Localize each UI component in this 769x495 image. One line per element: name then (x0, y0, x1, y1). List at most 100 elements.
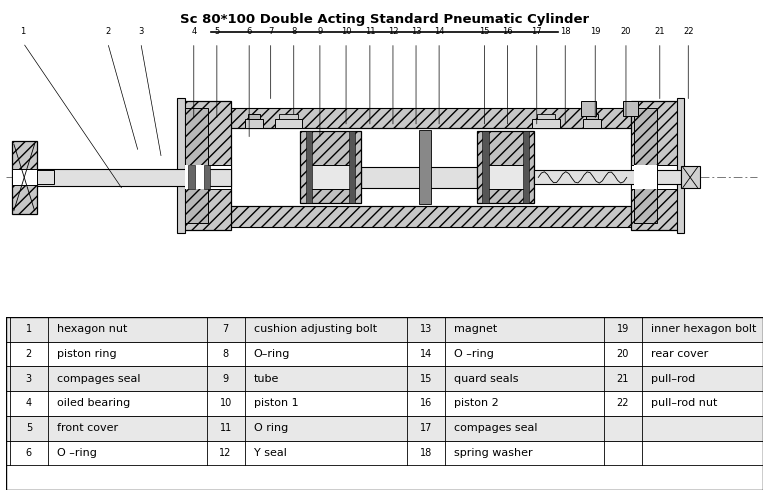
Bar (227, 108, 631, 128)
Text: pull–rod: pull–rod (651, 374, 695, 384)
Text: 17: 17 (420, 423, 432, 433)
Text: 6: 6 (247, 27, 251, 37)
Bar (349, 132, 355, 203)
Text: spring washer: spring washer (454, 448, 533, 458)
Bar (12, 141, 37, 214)
Text: 9: 9 (318, 27, 322, 37)
Text: 4: 4 (26, 398, 32, 408)
Text: 13: 13 (411, 27, 421, 37)
Text: 12: 12 (388, 27, 398, 37)
Bar (586, 114, 598, 119)
Text: O–ring: O–ring (254, 349, 290, 359)
Bar (631, 101, 681, 230)
Bar (677, 98, 684, 233)
Bar (181, 165, 231, 190)
Text: piston 1: piston 1 (254, 398, 298, 408)
Text: 13: 13 (420, 324, 432, 334)
Bar (6, 391, 763, 416)
Text: 22: 22 (617, 398, 629, 408)
Bar (581, 101, 596, 116)
Bar (279, 114, 298, 119)
Text: compages seal: compages seal (57, 374, 141, 384)
Bar (6, 317, 763, 342)
Bar (185, 165, 208, 190)
Text: 15: 15 (420, 374, 432, 384)
Text: 18: 18 (560, 27, 571, 37)
Text: 6: 6 (26, 448, 32, 458)
Bar (177, 98, 185, 233)
Text: 4: 4 (191, 27, 196, 37)
Text: 8: 8 (291, 27, 296, 37)
Bar (306, 132, 312, 203)
Text: front cover: front cover (57, 423, 118, 433)
Text: 22: 22 (683, 27, 694, 37)
Bar (6, 441, 763, 465)
Bar (188, 165, 195, 190)
Bar (227, 128, 631, 206)
Bar (300, 132, 361, 203)
Text: 19: 19 (617, 324, 629, 334)
Text: 18: 18 (420, 448, 432, 458)
Bar (537, 114, 555, 119)
Bar (534, 170, 681, 184)
Text: 21: 21 (617, 374, 629, 384)
Bar (248, 114, 260, 119)
Text: Y seal: Y seal (254, 448, 287, 458)
Bar (523, 132, 529, 203)
Text: 1: 1 (21, 27, 25, 37)
Text: 11: 11 (365, 27, 375, 37)
Text: cushion adjusting bolt: cushion adjusting bolt (254, 324, 377, 334)
Text: 14: 14 (434, 27, 444, 37)
Text: 12: 12 (219, 448, 231, 458)
Text: 10: 10 (341, 27, 351, 37)
Bar (631, 165, 681, 190)
Bar (35, 168, 231, 186)
Bar (275, 119, 302, 128)
Bar (583, 119, 601, 128)
Bar (37, 170, 54, 184)
Text: inner hexagon bolt: inner hexagon bolt (651, 324, 756, 334)
Text: hexagon nut: hexagon nut (57, 324, 127, 334)
Bar (227, 206, 631, 227)
Text: 17: 17 (531, 27, 542, 37)
Text: tube: tube (254, 374, 279, 384)
Text: 14: 14 (420, 349, 432, 359)
Bar (477, 132, 534, 203)
Text: 11: 11 (219, 423, 231, 433)
Bar (6, 416, 763, 441)
Bar (419, 130, 431, 204)
Bar (6, 366, 763, 391)
Text: 3: 3 (26, 374, 32, 384)
Text: 19: 19 (590, 27, 601, 37)
Text: 16: 16 (502, 27, 513, 37)
Text: 7: 7 (268, 27, 273, 37)
Text: pull–rod nut: pull–rod nut (651, 398, 717, 408)
Bar (181, 101, 231, 230)
Text: magnet: magnet (454, 324, 498, 334)
Text: 2: 2 (105, 27, 110, 37)
Text: 8: 8 (222, 349, 228, 359)
Bar (361, 167, 477, 188)
Bar (204, 165, 210, 190)
Bar (681, 166, 700, 189)
Text: 21: 21 (654, 27, 665, 37)
Bar (482, 132, 488, 203)
Text: 9: 9 (222, 374, 228, 384)
Bar (532, 119, 560, 128)
Text: piston 2: piston 2 (454, 398, 499, 408)
Text: 7: 7 (222, 324, 228, 334)
Text: O –ring: O –ring (57, 448, 97, 458)
Text: 20: 20 (617, 349, 629, 359)
Bar (185, 108, 208, 223)
Bar (12, 169, 37, 185)
Text: quard seals: quard seals (454, 374, 518, 384)
Text: 1: 1 (26, 324, 32, 334)
Text: compages seal: compages seal (454, 423, 538, 433)
Text: rear cover: rear cover (651, 349, 708, 359)
Text: piston ring: piston ring (57, 349, 116, 359)
Text: 10: 10 (219, 398, 231, 408)
Text: 20: 20 (621, 27, 631, 37)
Text: 15: 15 (479, 27, 490, 37)
Bar (484, 165, 527, 190)
Text: 5: 5 (215, 27, 219, 37)
